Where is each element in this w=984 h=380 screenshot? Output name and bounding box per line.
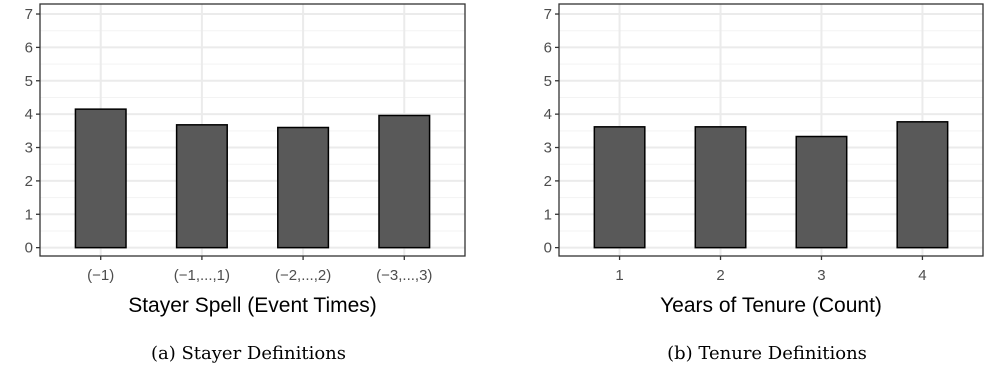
chart-0-bar-1 [175, 124, 228, 249]
chart-0-y-tick-label: 5 [25, 73, 33, 90]
chart-0-y-tick-label: 2 [25, 173, 33, 190]
chart-1-x-tick-label: 4 [918, 267, 926, 284]
chart-1-y-tick-label: 2 [544, 173, 552, 190]
chart-0-panel-border [39, 3, 466, 257]
chart-1-bar-2 [795, 135, 848, 249]
chart-0-y-tick-label: 0 [25, 240, 33, 257]
chart-0-y-tick-label: 7 [25, 6, 33, 23]
chart-panel-tenure-definitions: 0 1 2 3 4 5 6 7 1 2 3 4 Years of Tenure (Count) (b) T… [544, 3, 984, 364]
chart-1-y-tick-label: 0 [544, 240, 552, 257]
chart-1-y-tick-label: 6 [544, 39, 552, 56]
chart-0-x-tick-label: (−1,...,1) [174, 267, 230, 284]
chart-1-y-tick-label: 5 [544, 73, 552, 90]
chart-1-y-tick-label: 3 [544, 140, 552, 157]
chart-0-bar-3 [378, 114, 431, 249]
chart-panel-stayer-definitions: 0 1 2 3 4 5 6 7 (−1) (−1,...,1) (−2,...,2) (−3,...,… [25, 3, 466, 364]
chart-0-y-tick-label: 4 [25, 106, 33, 123]
chart-0-bar-0 [74, 108, 127, 249]
chart-1-bar-1 [694, 126, 747, 249]
chart-1-y-tick-label: 4 [544, 106, 552, 123]
chart-1-bar-0 [593, 126, 646, 249]
chart-1-caption: (b) Tenure Definitions [667, 343, 867, 364]
chart-1-x-tick-label: 2 [716, 267, 724, 284]
chart-1-x-tick-label: 1 [615, 267, 623, 284]
chart-0-y-tick-label: 6 [25, 39, 33, 56]
chart-0-caption: (a) Stayer Definitions [151, 343, 346, 364]
chart-1-panel-border [558, 3, 984, 257]
chart-1-y-tick-label: 7 [544, 6, 552, 23]
chart-1-x-axis-title: Years of Tenure (Count) [660, 294, 882, 317]
chart-0-x-tick-label: (−2,...,2) [275, 267, 331, 284]
chart-0-bar-2 [277, 126, 330, 249]
chart-0-y-tick-label: 1 [25, 206, 33, 223]
chart-1-y-tick-label: 1 [544, 206, 552, 223]
chart-1-bar-3 [896, 121, 949, 249]
chart-1-x-tick-label: 3 [817, 267, 825, 284]
chart-0-x-tick-label: (−1) [87, 267, 114, 284]
chart-0-x-tick-label: (−3,...,3) [376, 267, 432, 284]
chart-0-x-axis-title: Stayer Spell (Event Times) [128, 294, 377, 317]
chart-0-y-tick-label: 3 [25, 140, 33, 157]
